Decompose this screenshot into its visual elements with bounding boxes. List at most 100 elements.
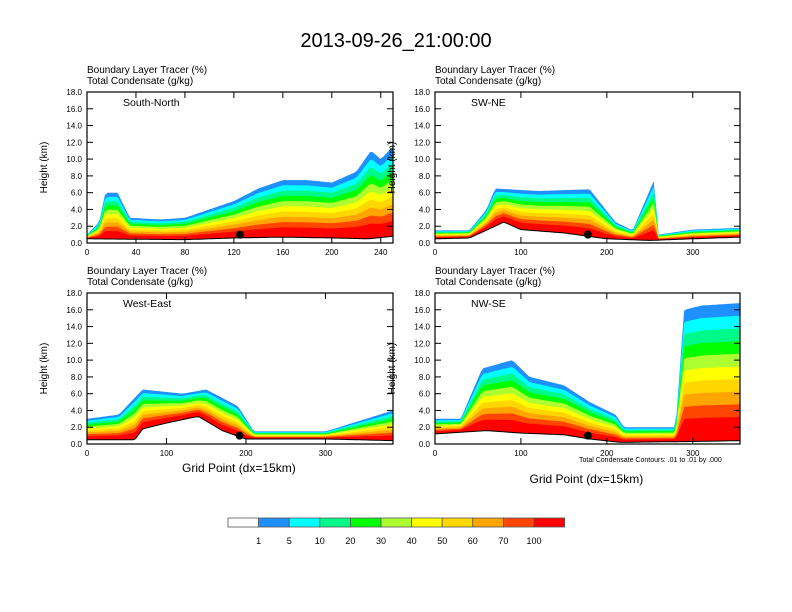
colorbar-swatch [319,517,351,528]
colorbar-label: 60 [468,536,478,546]
colorbar-label: 40 [407,536,417,546]
y-tick-label: 10.0 [66,356,82,365]
x-axis-label: Grid Point (dx=15km) [182,461,296,475]
x-tick-label: 0 [85,248,90,257]
panel-name: NW-SE [471,298,506,310]
panel-name: West-East [123,298,171,310]
location-marker [235,431,244,440]
y-tick-label: 6.0 [419,189,431,198]
terrain-fill [435,222,740,243]
y-tick-label: 18.0 [66,289,82,298]
x-tick-label: 0 [85,449,90,458]
y-tick-label: 14.0 [414,122,430,131]
y-tick-label: 2.0 [419,222,431,231]
y-tick-label: 4.0 [71,406,83,415]
y-tick-label: 6.0 [419,390,431,399]
y-tick-label: 10.0 [414,356,430,365]
panel-plot-svg: 0.0 2.0 4.0 6.0 8.0 10.0 12.0 14.0 16.0 18.0 0 100 2… [39,289,394,458]
panel-plot-svg: 0.0 2.0 4.0 6.0 8.0 10.0 12.0 14.0 16.0 18.0 0 100 2… [387,289,741,458]
colorbar-label: 30 [376,536,386,546]
main-title: 2013-09-26_21:00:00 [300,30,492,52]
colorbar-swatch [350,517,382,528]
colorbar-svg: 1 5 10 20 30 40 50 60 70 100 [227,517,566,546]
colorbar-label: 70 [498,536,508,546]
plot-frame [434,91,741,244]
colorbar-label: 5 [287,536,292,546]
y-tick-label: 18.0 [414,88,430,97]
x-tick-label: 200 [239,449,253,458]
terrain-fill [435,430,740,444]
panel-subtitle: Boundary Layer Tracer (%) Total Condensat… [87,65,207,87]
y-tick-label: 8.0 [71,172,83,181]
subtitle-line: Boundary Layer Tracer (%) [87,65,208,76]
subtitle-line: Boundary Layer Tracer (%) [435,65,556,76]
panel-subtitle: Boundary Layer Tracer (%) Total Condensat… [87,266,207,288]
y-tick-label: 4.0 [419,205,431,214]
subtitle-line: Total Condensate (g/kg) [87,76,194,87]
panel-name: SW-NE [471,97,506,109]
x-tick-label: 300 [686,449,700,458]
y-tick-label: 14.0 [66,122,82,131]
x-tick-label: 120 [227,248,241,257]
y-tick-label: 2.0 [419,423,431,432]
subtitle-line: Total Condensate (g/kg) [87,277,194,288]
y-tick-label: 12.0 [414,339,430,348]
x-tick-label: 80 [180,248,189,257]
x-tick-label: 200 [600,449,614,458]
y-tick-label: 0.0 [71,440,83,449]
panel-plot-svg: 0.0 2.0 4.0 6.0 8.0 10.0 12.0 14.0 16.0 18.0 0 100 2… [387,88,741,257]
y-tick-label: 18.0 [66,88,82,97]
plot-frame [434,292,741,445]
subtitle-line: Boundary Layer Tracer (%) [435,266,556,277]
x-tick-label: 200 [600,248,614,257]
y-axis-label: Height (km) [387,142,398,194]
x-tick-label: 100 [514,449,528,458]
location-marker [236,230,244,239]
x-tick-label: 100 [160,449,174,458]
y-tick-label: 8.0 [71,373,83,382]
y-axis-label: Height (km) [387,343,398,395]
y-tick-label: 2.0 [71,222,83,231]
x-tick-label: 100 [514,248,528,257]
y-tick-label: 12.0 [414,138,430,147]
colorbar-swatch [533,517,566,528]
y-axis-label: Height (km) [39,142,50,194]
terrain-fill [87,416,393,444]
y-tick-label: 6.0 [71,390,83,399]
y-tick-label: 12.0 [66,138,82,147]
x-tick-label: 0 [433,248,438,257]
y-tick-label: 0.0 [419,440,431,449]
panel-subtitle: Boundary Layer Tracer (%) Total Condensat… [435,266,555,288]
colorbar-swatch [380,517,413,528]
contour-note: Total Condensate Contours: .01 to .01 by… [579,457,722,464]
y-tick-label: 4.0 [419,406,431,415]
colorbar-swatch [227,517,260,528]
location-marker [583,230,592,239]
colorbar-swatch [411,517,443,528]
x-axis-label: Grid Point (dx=15km) [529,472,644,486]
colorbar-label: 10 [315,536,325,546]
plot-frame [86,91,394,244]
y-tick-label: 0.0 [71,239,83,248]
colorbar-swatch [288,517,321,528]
panel-name: South-North [123,97,180,109]
x-tick-label: 200 [325,248,339,257]
colorbar-label: 100 [526,536,541,546]
y-tick-label: 0.0 [419,239,431,248]
y-tick-label: 8.0 [419,172,431,181]
y-tick-label: 16.0 [66,306,82,315]
y-tick-label: 14.0 [66,323,82,332]
y-tick-label: 16.0 [414,306,430,315]
x-tick-label: 160 [276,248,290,257]
colorbar-swatch [441,517,474,528]
panel-subtitle: Boundary Layer Tracer (%) Total Condensat… [435,65,555,87]
y-tick-label: 10.0 [66,155,82,164]
colorbar-swatch [472,517,504,528]
colorbar-swatch [502,517,535,528]
y-tick-label: 12.0 [66,339,82,348]
subtitle-line: Total Condensate (g/kg) [435,277,542,288]
plot-frame [86,292,394,445]
y-tick-label: 4.0 [71,205,83,214]
y-tick-label: 6.0 [71,189,83,198]
y-tick-label: 16.0 [66,105,82,114]
